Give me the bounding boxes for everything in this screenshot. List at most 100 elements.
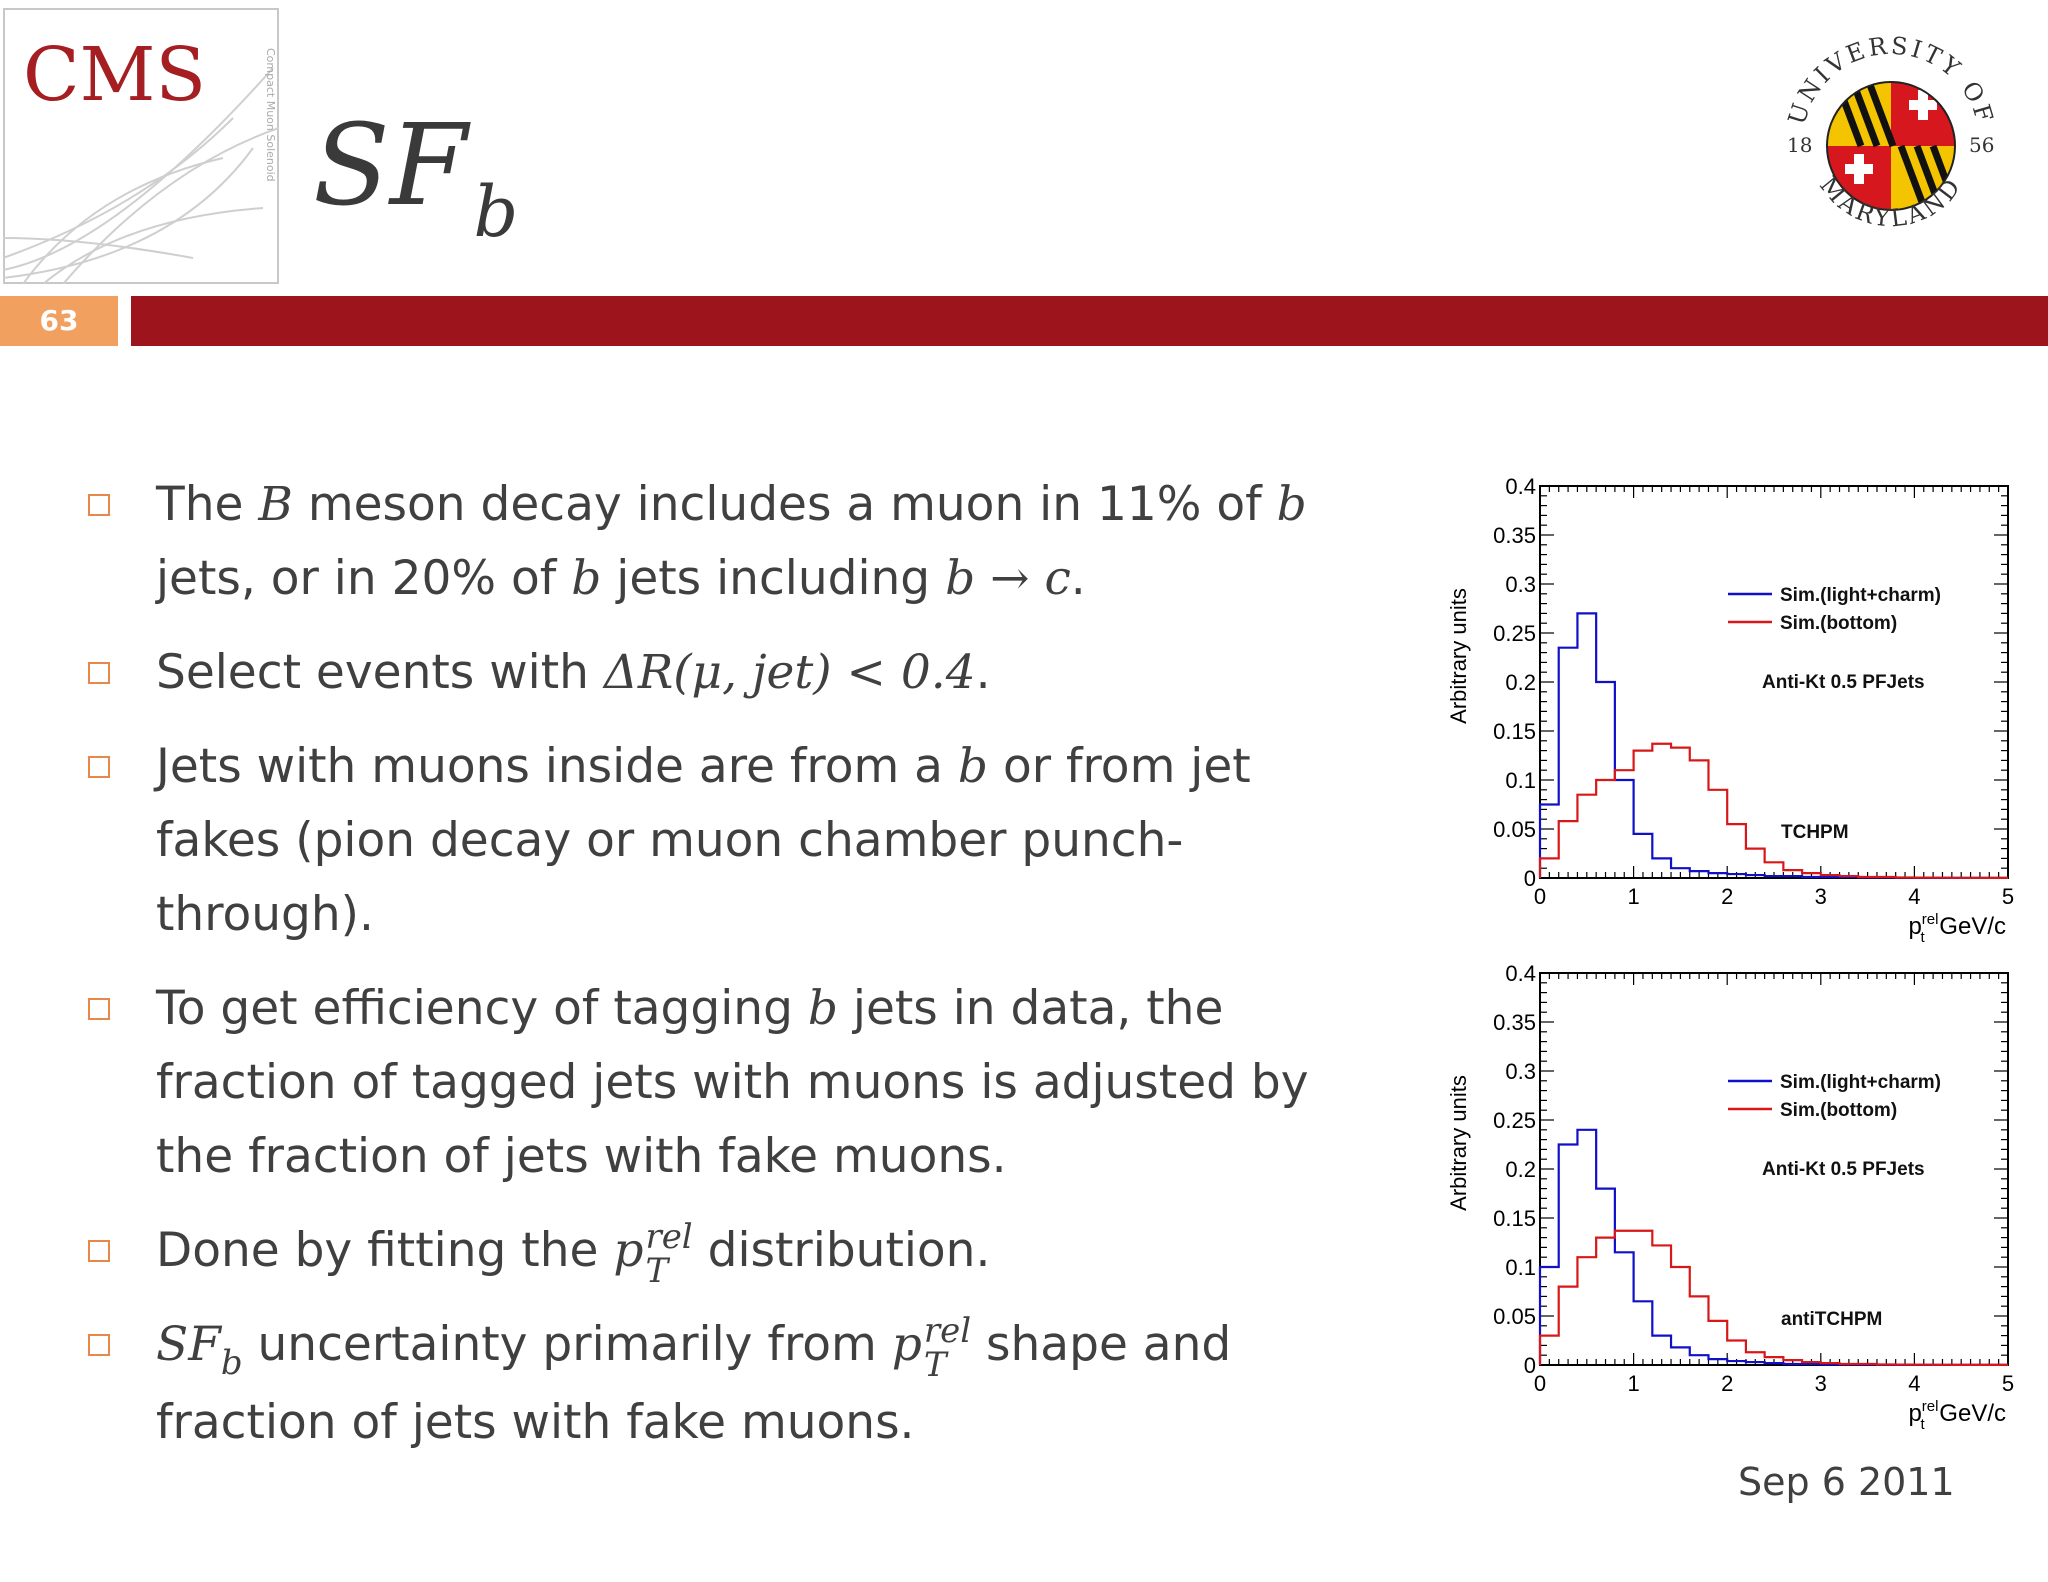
x-tick-label: 2 — [1721, 884, 1733, 909]
y-tick-label: 0.3 — [1505, 1059, 1536, 1084]
chart-annotation-tagger: TCHPM — [1781, 822, 1849, 843]
bullet-text: or from jet fakes (pion decay or muon ch… — [156, 739, 1251, 942]
x-tick-label: 1 — [1627, 884, 1639, 909]
x-axis-label-unit: GeV/c — [1933, 1400, 2006, 1427]
y-tick-label: 0 — [1524, 1353, 1536, 1378]
bullet-text: The — [156, 477, 259, 532]
math-superscript: rel — [923, 1310, 972, 1351]
bullet-text: uncertainty primarily from — [242, 1317, 892, 1372]
bullet-list: The B meson decay includes a muon in 11%… — [80, 468, 1380, 1480]
umd-seal: UNIVERSITY OF MARYLAND 18 56 — [1783, 32, 1996, 233]
math-symbol: b → c — [945, 551, 1071, 606]
math-subscript: b — [220, 1343, 243, 1383]
x-tick-label: 3 — [1815, 884, 1827, 909]
y-tick-label: 0.15 — [1493, 719, 1536, 744]
y-tick-label: 0 — [1524, 866, 1536, 891]
chart-annotation-jets: Anti-Kt 0.5 PFJets — [1762, 1159, 1925, 1180]
bullet-text: meson decay includes a muon in 11% of — [292, 477, 1277, 532]
legend-label: Sim.(bottom) — [1780, 1100, 1897, 1121]
math-supsub: rel T — [924, 1314, 971, 1382]
chart-annotation-jets: Anti-Kt 0.5 PFJets — [1762, 672, 1925, 693]
title-bar — [131, 296, 2048, 346]
x-tick-label: 2 — [1721, 1371, 1733, 1396]
x-tick-label: 3 — [1815, 1371, 1827, 1396]
math-symbol: SF — [156, 1317, 221, 1372]
bullet-marker-icon — [88, 1334, 110, 1356]
y-tick-label: 0.2 — [1505, 1157, 1536, 1182]
x-tick-label: 4 — [1908, 1371, 1920, 1396]
bullet-item: Done by fitting the p rel T distribution. — [80, 1214, 1380, 1288]
math-subscript: T — [923, 1344, 947, 1385]
math-subscript: T — [645, 1250, 669, 1291]
x-axis-label-unit: GeV/c — [1933, 913, 2006, 940]
plot-frame — [1539, 972, 2009, 1366]
y-tick-label: 0.35 — [1493, 1010, 1536, 1035]
math-supsub: rel T — [645, 1220, 692, 1288]
y-axis-label: Arbitrary units — [1446, 1075, 1471, 1211]
math-symbol: b — [807, 981, 838, 1036]
y-tick-label: 0.05 — [1493, 817, 1536, 842]
bullet-item: Select events with ΔR(μ, jet) < 0.4. — [80, 636, 1380, 710]
chart-annotation-tagger: antiTCHPM — [1781, 1309, 1882, 1330]
y-tick-label: 0.4 — [1505, 961, 1536, 986]
histogram-antitchpm: 0 1 2 3 4 5 0 0.05 0.1 0.15 0.2 0.25 0.3 0.35 0.4 Arbit… — [1446, 961, 2014, 1433]
x-axis-label: prel t GeV/c — [1908, 911, 2006, 946]
bullet-item: Jets with muons inside are from a b or f… — [80, 730, 1380, 952]
x-axis-label-base: p — [1908, 1400, 1921, 1427]
bullet-text: distribution. — [692, 1223, 991, 1278]
bullet-marker-icon — [88, 998, 110, 1020]
legend-label: Sim.(light+charm) — [1780, 1072, 1941, 1093]
math-superscript: rel — [645, 1216, 693, 1257]
y-axis-label: Arbitrary units — [1446, 588, 1471, 724]
math-symbol: B — [258, 477, 293, 532]
bullet-text: Select events with — [156, 645, 604, 700]
y-tick-label: 0.3 — [1505, 572, 1536, 597]
math-symbol: b — [571, 551, 602, 606]
x-axis-label-sub: t — [1920, 1416, 1925, 1433]
bullet-marker-icon — [88, 756, 110, 778]
x-tick-label: 5 — [2002, 1371, 2014, 1396]
bullet-item: SFb uncertainty primarily from p rel T sha… — [80, 1308, 1380, 1460]
histogram-series — [1538, 742, 2008, 880]
slide-date: Sep 6 2011 — [1738, 1460, 1955, 1504]
umd-seal-year-right: 56 — [1969, 133, 1994, 157]
math-symbol: b — [1276, 477, 1307, 532]
math-symbol: b — [957, 739, 989, 794]
bullet-text: jets, or in 20% of — [156, 551, 572, 606]
bullet-text: To get efficiency of tagging — [156, 981, 808, 1036]
bullet-text: Done by fitting the — [156, 1223, 614, 1278]
bullet-text: . — [975, 645, 991, 700]
slide-title-sub: b — [473, 171, 519, 253]
umd-seal-year-left: 18 — [1787, 133, 1812, 157]
legend-label: Sim.(light+charm) — [1780, 585, 1941, 606]
x-axis-label: prel t GeV/c — [1908, 1398, 2006, 1433]
math-symbol: p — [613, 1223, 644, 1278]
bullet-item: The B meson decay includes a muon in 11%… — [80, 468, 1380, 616]
cms-logo: CMS Compact Muon Solenoid — [3, 8, 279, 284]
x-axis-label-sup: rel — [1922, 911, 1939, 928]
slide-title-main: SF — [313, 101, 468, 231]
x-tick-label: 0 — [1534, 1371, 1546, 1396]
slide-title: SFb — [313, 110, 518, 247]
cms-logo-text: CMS — [23, 32, 206, 118]
math-expression: ΔR(μ, jet) — [603, 645, 847, 700]
histogram-tchpm: 0 1 2 3 4 5 0 0.05 0.1 0.15 0.2 0.25 0.3 0.35 0.4 Arbit… — [1446, 474, 2014, 946]
x-tick-label: 5 — [2002, 884, 2014, 909]
math-symbol: p — [891, 1317, 922, 1372]
x-tick-label: 0 — [1534, 884, 1546, 909]
page-number: 63 — [0, 296, 118, 346]
bullet-text: . — [1070, 551, 1086, 606]
y-tick-label: 0.1 — [1505, 1255, 1536, 1280]
bullet-text: jets including — [601, 551, 946, 606]
y-tick-label: 0.4 — [1505, 474, 1536, 499]
x-tick-label: 1 — [1627, 1371, 1639, 1396]
bullet-text: shape and fraction of jets with fake muo… — [156, 1317, 1232, 1450]
plot-frame — [1539, 485, 2009, 879]
legend-label: Sim.(bottom) — [1780, 613, 1897, 634]
x-axis-label-sup: rel — [1922, 1398, 1939, 1415]
y-tick-label: 0.1 — [1505, 768, 1536, 793]
x-tick-label: 4 — [1908, 884, 1920, 909]
y-tick-label: 0.25 — [1493, 621, 1536, 646]
bullet-marker-icon — [88, 662, 110, 684]
bullet-text: Jets with muons inside are from a — [156, 739, 958, 794]
